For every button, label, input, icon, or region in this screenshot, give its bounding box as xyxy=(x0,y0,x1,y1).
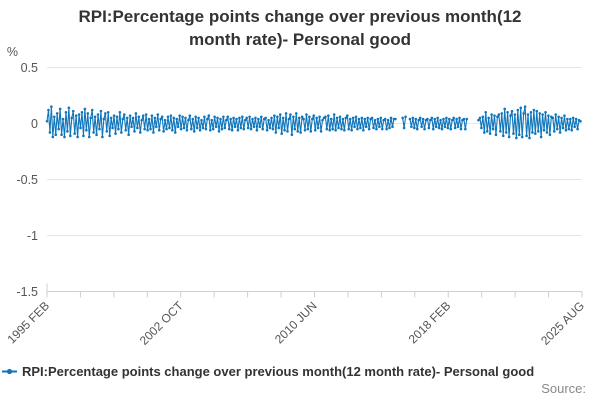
series-line xyxy=(46,106,396,137)
y-axis-tick-label: 0.5 xyxy=(21,61,38,75)
y-axis-tick-label: 0 xyxy=(31,117,38,131)
series-point xyxy=(404,115,407,119)
y-axis-tick-label: -1 xyxy=(27,229,38,243)
source-label: Source: xyxy=(541,381,586,396)
series-line xyxy=(477,106,581,139)
chart-title: RPI:Percentage points change over previo… xyxy=(78,7,522,49)
x-axis-tick-label: 2002 OCT xyxy=(137,298,187,348)
x-axis-tick-label: 2010 JUN xyxy=(272,299,320,347)
series-line xyxy=(402,116,407,129)
series-point xyxy=(465,117,469,121)
y-axis-tick-label: -1.5 xyxy=(16,285,38,299)
legend-line-marker-icon xyxy=(2,368,17,375)
legend[interactable]: RPI:Percentage points change over previo… xyxy=(2,364,600,379)
series-line xyxy=(409,116,468,130)
y-axis-tick-label: -0.5 xyxy=(16,173,38,187)
x-axis-tick-label: 2018 FEB xyxy=(406,299,454,347)
legend-label: RPI:Percentage points change over previo… xyxy=(22,364,535,379)
y-axis-unit-label: % xyxy=(7,45,18,59)
series-point xyxy=(401,116,404,120)
x-axis-tick-label: 2025 AUG xyxy=(538,299,587,348)
x-axis-tick-label: 1995 FEB xyxy=(4,299,52,347)
